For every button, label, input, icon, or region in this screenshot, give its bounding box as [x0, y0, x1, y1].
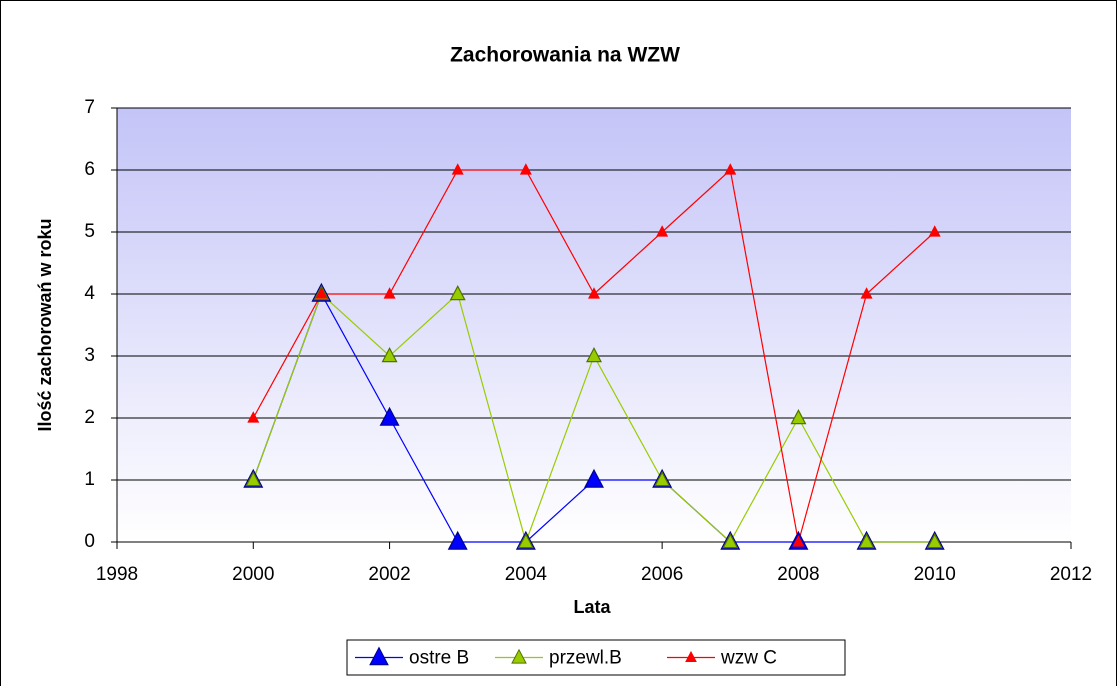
marker — [245, 471, 262, 487]
x-axis-title: Lata — [573, 597, 611, 617]
legend-marker — [369, 646, 389, 666]
marker — [379, 406, 400, 426]
legend-marker — [511, 648, 527, 664]
marker — [588, 287, 600, 299]
x-tick-label: 2006 — [641, 564, 683, 585]
marker — [449, 285, 466, 301]
y-tick-label: 7 — [84, 97, 95, 118]
marker — [926, 533, 943, 549]
marker — [790, 409, 807, 425]
x-tick-label: 1998 — [96, 564, 138, 585]
marker — [247, 411, 260, 423]
legend-label: ostre B — [409, 648, 469, 669]
y-axis-title: Ilość zachorowań w roku — [35, 218, 55, 431]
marker — [858, 533, 875, 549]
marker — [656, 225, 669, 237]
y-tick-label: 2 — [84, 407, 95, 428]
y-tick-label: 0 — [84, 531, 95, 552]
legend-label: wzw C — [720, 648, 777, 669]
legend-label: przewl.B — [549, 648, 622, 669]
x-tick-label: 2000 — [232, 564, 274, 585]
y-tick-label: 4 — [84, 283, 95, 304]
chart-title: Zachorowania na WZW — [450, 44, 680, 67]
marker — [860, 287, 873, 299]
y-tick-label: 6 — [84, 159, 95, 180]
y-tick-label: 1 — [84, 469, 95, 490]
x-tick-label: 2008 — [777, 564, 819, 585]
marker — [722, 533, 739, 549]
marker — [451, 163, 464, 175]
marker — [792, 535, 805, 547]
x-tick-label: 2004 — [505, 564, 548, 585]
legend-box — [346, 639, 846, 676]
y-tick-label: 5 — [84, 221, 95, 242]
marker — [654, 471, 671, 487]
marker — [383, 287, 396, 299]
marker — [381, 347, 398, 363]
x-tick-label: 2002 — [368, 564, 410, 585]
marker — [519, 163, 532, 175]
marker — [584, 468, 604, 488]
marker — [447, 530, 468, 550]
x-tick-label: 2012 — [1050, 564, 1092, 585]
y-tick-label: 3 — [84, 345, 95, 366]
marker — [315, 287, 328, 299]
x-tick-label: 2010 — [914, 564, 956, 585]
marker — [586, 347, 602, 363]
marker — [517, 533, 534, 549]
marker — [724, 163, 737, 175]
legend-marker — [685, 650, 697, 662]
marker — [928, 225, 941, 237]
